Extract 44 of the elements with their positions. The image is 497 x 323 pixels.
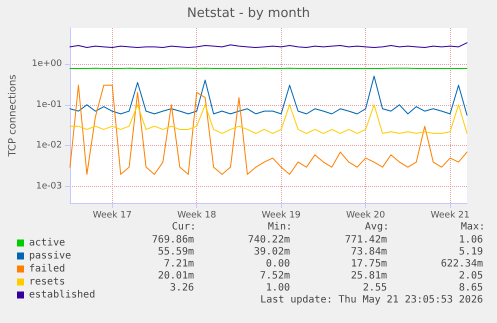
- text: Avg:: [364, 222, 389, 232]
- text: 55.59m: [158, 246, 194, 258]
- text: 2.55: [362, 282, 387, 294]
- y-tick-label: 1e+00: [32, 58, 62, 69]
- text: 7.52m: [260, 270, 290, 282]
- text: 25.81m: [350, 270, 387, 282]
- text: 622.34m: [440, 258, 483, 270]
- text: 17.75m: [350, 258, 387, 270]
- x-tick-label: Week 17: [92, 210, 132, 220]
- x-tick-label: Week 21: [430, 210, 470, 220]
- line-series: [70, 84, 468, 175]
- x-tick-label: Week 18: [177, 210, 216, 220]
- text: Cur:: [172, 222, 196, 232]
- text: Max:: [460, 222, 485, 232]
- y-tick-label: 1e-02: [36, 140, 62, 151]
- text: 2.05: [458, 270, 483, 282]
- y-axis-title: TCP connections: [8, 74, 18, 158]
- text: 39.02m: [254, 246, 290, 258]
- text: 0.00: [266, 258, 290, 270]
- legend-label: resets: [29, 276, 66, 288]
- text: 771.42m: [344, 234, 387, 246]
- text: 3.26: [170, 282, 194, 294]
- y-tick-label: 1e-03: [36, 182, 62, 192]
- line-series: [70, 104, 468, 134]
- text: 1.00: [266, 282, 290, 294]
- y-tick-label: 1e-01: [36, 100, 62, 110]
- text: 740.22m: [248, 234, 290, 246]
- x-tick-label: Week 19: [262, 210, 301, 220]
- text: 5.19: [458, 246, 483, 258]
- text: 73.84m: [350, 246, 387, 258]
- text: 7.21m: [164, 258, 194, 270]
- chart-title: Netstat - by month: [187, 6, 310, 21]
- text: 8.65: [458, 282, 483, 294]
- text: Min:: [268, 222, 292, 232]
- legend-label: established: [29, 290, 96, 300]
- legend-label: passive: [29, 250, 72, 262]
- text: Last update: Thu May 21 23:05:53 2026: [260, 294, 483, 306]
- text: 769.86m: [152, 234, 194, 246]
- legend-label: failed: [29, 264, 66, 274]
- x-tick-label: Week 20: [346, 210, 386, 220]
- text: 1.06: [458, 234, 483, 246]
- legend-label: active: [29, 238, 66, 248]
- line-series: [70, 76, 468, 116]
- text: 20.01m: [158, 270, 194, 282]
